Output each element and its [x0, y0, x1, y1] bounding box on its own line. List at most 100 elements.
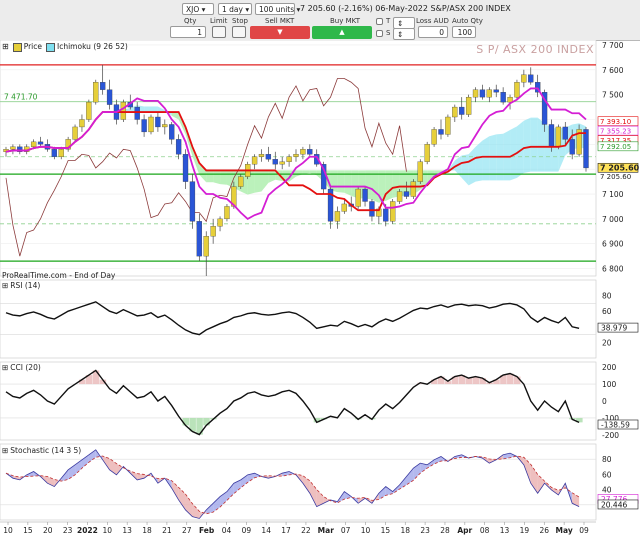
stop-button[interactable] [232, 26, 246, 38]
x-tick-label: 27 [182, 526, 192, 535]
cci-value: -138.59 [601, 421, 630, 430]
units-select[interactable]: 100 units ▾ [255, 3, 300, 15]
s-stepper[interactable]: ⇕ [393, 28, 415, 40]
candle[interactable] [79, 119, 85, 128]
cci-overbought-fill [78, 379, 86, 385]
stoch-fill [247, 473, 255, 483]
candle[interactable] [72, 126, 78, 140]
candle[interactable] [327, 188, 334, 222]
candle[interactable] [445, 116, 451, 135]
candle[interactable] [17, 146, 23, 152]
buy-market-button[interactable]: ▲ [312, 26, 372, 39]
candle[interactable] [106, 89, 113, 105]
candle[interactable] [555, 126, 562, 147]
candle[interactable] [465, 96, 472, 115]
candle[interactable] [300, 149, 306, 155]
candle[interactable] [507, 96, 513, 103]
candle[interactable] [58, 149, 64, 157]
candle[interactable] [521, 74, 527, 83]
t-checkbox[interactable] [376, 18, 383, 25]
candle[interactable] [189, 181, 196, 222]
sell-market-button[interactable]: ▼ [250, 26, 310, 39]
candle[interactable] [272, 159, 278, 165]
candle[interactable] [355, 188, 361, 207]
candle[interactable] [334, 211, 341, 222]
candle[interactable] [417, 161, 423, 182]
candle[interactable] [279, 161, 285, 165]
candle[interactable] [224, 206, 230, 220]
candle[interactable] [196, 221, 202, 257]
candle[interactable] [383, 208, 389, 222]
limit-button[interactable] [212, 26, 226, 38]
candle[interactable] [341, 203, 347, 212]
candle[interactable] [251, 156, 258, 165]
candle[interactable] [452, 106, 458, 118]
candle[interactable] [486, 89, 492, 98]
candle[interactable] [265, 154, 272, 160]
candle[interactable] [431, 129, 437, 145]
candle[interactable] [182, 154, 189, 182]
candle[interactable] [210, 226, 216, 237]
candle[interactable] [307, 149, 313, 155]
candle[interactable] [438, 129, 444, 135]
candle[interactable] [100, 82, 106, 90]
candle[interactable] [175, 139, 182, 155]
candle[interactable] [120, 101, 127, 120]
candle[interactable] [10, 146, 16, 150]
grid-icon[interactable]: ⊞ [2, 42, 9, 51]
candle[interactable] [528, 74, 534, 83]
candle[interactable] [396, 191, 403, 202]
candle[interactable] [203, 236, 209, 257]
candle[interactable] [30, 141, 37, 147]
qty-input[interactable]: 1 [170, 26, 206, 38]
candle[interactable] [141, 119, 147, 133]
candle[interactable] [37, 141, 44, 145]
grid-icon[interactable]: ⊞ [2, 446, 9, 455]
candle[interactable] [148, 116, 154, 133]
candle[interactable] [86, 101, 92, 120]
candle[interactable] [535, 82, 541, 93]
symbol-select[interactable]: XJO ▾ [182, 3, 214, 15]
candle[interactable] [569, 139, 575, 155]
candle[interactable] [134, 106, 140, 120]
candle[interactable] [548, 124, 555, 147]
candle[interactable] [51, 149, 57, 157]
x-tick-label: 10 [361, 526, 371, 535]
candle[interactable] [155, 116, 161, 128]
pane-frame [0, 279, 597, 359]
grid-icon[interactable]: ⊞ [2, 281, 9, 290]
candle[interactable] [258, 154, 265, 157]
candle[interactable] [541, 92, 548, 125]
candle[interactable] [293, 154, 299, 157]
candle[interactable] [424, 144, 430, 162]
candle[interactable] [286, 156, 292, 162]
grid-icon[interactable]: ⊞ [2, 363, 9, 372]
candle[interactable] [583, 129, 589, 169]
candle[interactable] [493, 89, 499, 93]
candle[interactable] [65, 139, 71, 150]
candle[interactable] [390, 201, 396, 222]
loss-input[interactable]: 0 [418, 26, 448, 38]
candle[interactable] [472, 89, 479, 98]
candle[interactable] [410, 181, 417, 197]
candle[interactable] [217, 218, 223, 227]
candle[interactable] [576, 129, 582, 155]
candle[interactable] [459, 106, 465, 115]
candle[interactable] [562, 126, 568, 140]
candle[interactable] [169, 124, 175, 140]
candle[interactable] [514, 82, 520, 98]
candle[interactable] [479, 89, 486, 98]
auto-qty-input[interactable]: 100 [452, 26, 476, 38]
candle[interactable] [369, 201, 375, 217]
candle[interactable] [314, 154, 320, 165]
candle[interactable] [238, 176, 244, 187]
candle[interactable] [362, 188, 368, 202]
candle[interactable] [403, 191, 410, 197]
candle[interactable] [93, 82, 99, 103]
kumo-cloud-segment [454, 155, 462, 178]
s-checkbox[interactable] [376, 30, 383, 37]
candle[interactable] [500, 92, 506, 103]
timeframe-select[interactable]: 1 day ▾ [218, 3, 252, 15]
candle[interactable] [162, 124, 168, 128]
